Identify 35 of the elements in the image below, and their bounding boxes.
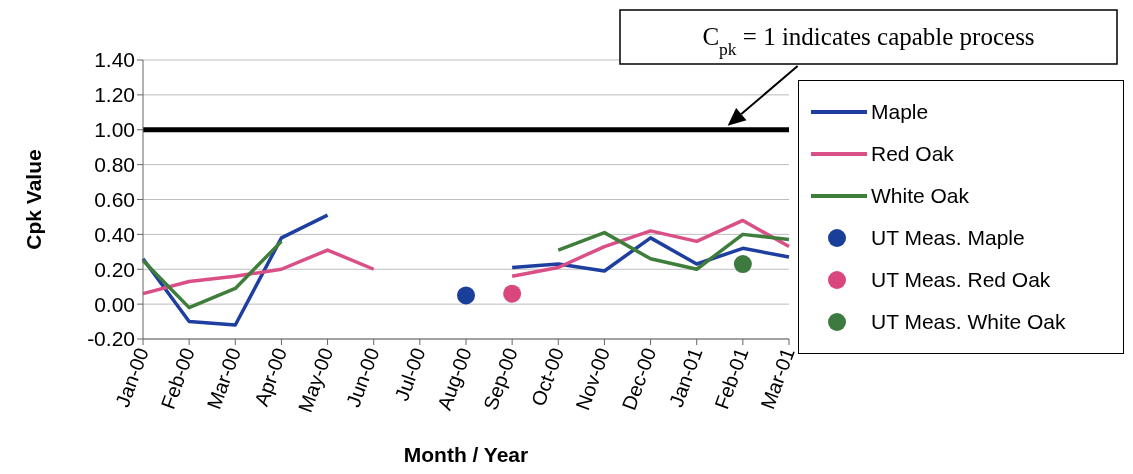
x-tick-label: May-00 (293, 344, 338, 416)
y-tick-label: 0.20 (94, 257, 135, 281)
x-tick-label: Dec-00 (617, 344, 661, 413)
x-tick-label: Feb-00 (156, 344, 199, 412)
ref-line-label: C$_{pk}$ = 1 indicates capable process (702, 23, 1035, 59)
legend-label: UT Meas. Maple (871, 226, 1025, 250)
legend-label: Red Oak (871, 142, 954, 166)
x-tick-label: Mar-00 (202, 344, 246, 412)
x-tick-label: Sep-00 (479, 344, 522, 413)
x-tick-label: Jan-01 (664, 344, 707, 410)
legend-label: Maple (871, 100, 929, 124)
point (503, 284, 522, 303)
y-tick-label: 1.00 (94, 118, 135, 142)
y-tick-label: -0.20 (87, 327, 135, 351)
y-tick-label: 1.20 (94, 83, 135, 107)
y-tick-label: 0.40 (94, 222, 135, 246)
point (733, 255, 752, 274)
x-tick-label: Feb-01 (710, 344, 753, 412)
x-tick-label: Nov-00 (571, 344, 615, 413)
y-tick-label: 0.60 (94, 187, 135, 211)
x-tick-label: Apr-00 (249, 344, 292, 409)
point (457, 286, 475, 305)
x-tick-label: Oct-00 (526, 344, 569, 409)
y-axis-title: Cpk Value (22, 149, 46, 250)
legend-label: UT Meas. Red Oak (871, 268, 1051, 292)
x-axis-title: Month / Year (403, 443, 529, 466)
y-tick-label: 0.80 (94, 153, 135, 177)
legend-label: UT Meas. White Oak (871, 310, 1066, 334)
x-tick-label: Jul-00 (390, 344, 430, 404)
x-tick-label: Aug-00 (433, 344, 476, 413)
x-tick-label: Mar-01 (756, 344, 799, 412)
y-tick-label: 0.00 (94, 292, 135, 316)
y-tick-label: 1.40 (94, 48, 135, 72)
x-tick-label: Jun-00 (341, 344, 384, 410)
legend-label: White Oak (871, 184, 970, 208)
